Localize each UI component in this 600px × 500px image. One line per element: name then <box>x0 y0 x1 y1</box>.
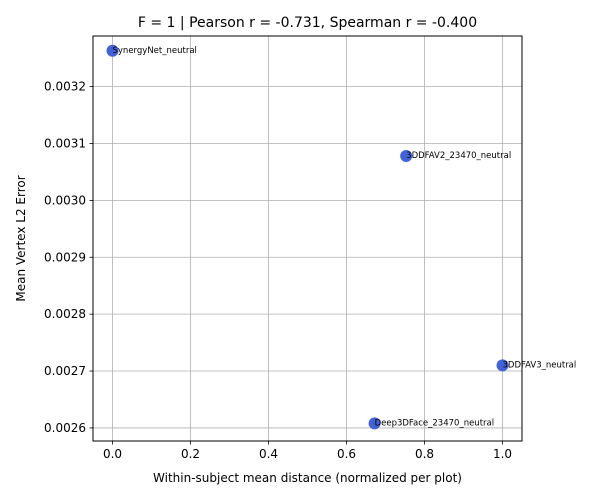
data-points: SynergyNet_neutral 3DDFAV2_23470_neutral 3… <box>106 44 577 430</box>
y-tick-label: 0.0030 <box>44 193 86 207</box>
x-tick-label: 0.0 <box>103 447 122 461</box>
x-tick-label: 0.6 <box>337 447 356 461</box>
scatter-point <box>106 44 119 57</box>
point-label: SynergyNet_neutral <box>113 46 197 56</box>
scatter-point <box>496 359 509 372</box>
y-tick-label: 0.0029 <box>44 250 86 264</box>
y-axis-label: Mean Vertex L2 Error <box>14 175 28 301</box>
y-tick-label: 0.0026 <box>44 421 86 435</box>
x-tick-label: 1.0 <box>493 447 512 461</box>
y-tick-label: 0.0032 <box>44 80 86 94</box>
y-tick-label: 0.0031 <box>44 137 86 151</box>
point-label: 3DDFAV2_23470_neutral <box>406 151 511 161</box>
chart-title: F = 1 | Pearson r = -0.731, Spearman r =… <box>138 15 477 31</box>
scatter-point <box>400 150 413 163</box>
point-label: 3DDFAV3_neutral <box>503 360 577 370</box>
x-tick-label: 0.8 <box>415 447 434 461</box>
axis-ticks: 0.0 0.2 0.4 0.6 0.8 1.0 0.0026 0.0027 0.0028 0.00… <box>44 80 512 461</box>
x-tick-label: 0.2 <box>181 447 200 461</box>
y-tick-label: 0.0027 <box>44 364 86 378</box>
point-label: Deep3DFace_23470_neutral <box>375 418 495 428</box>
x-axis-label: Within-subject mean distance (normalized… <box>153 471 462 485</box>
x-tick-label: 0.4 <box>259 447 278 461</box>
grid-lines <box>93 36 522 441</box>
scatter-point <box>368 417 381 430</box>
plot-area-frame <box>92 35 523 442</box>
y-tick-label: 0.0028 <box>44 307 86 321</box>
